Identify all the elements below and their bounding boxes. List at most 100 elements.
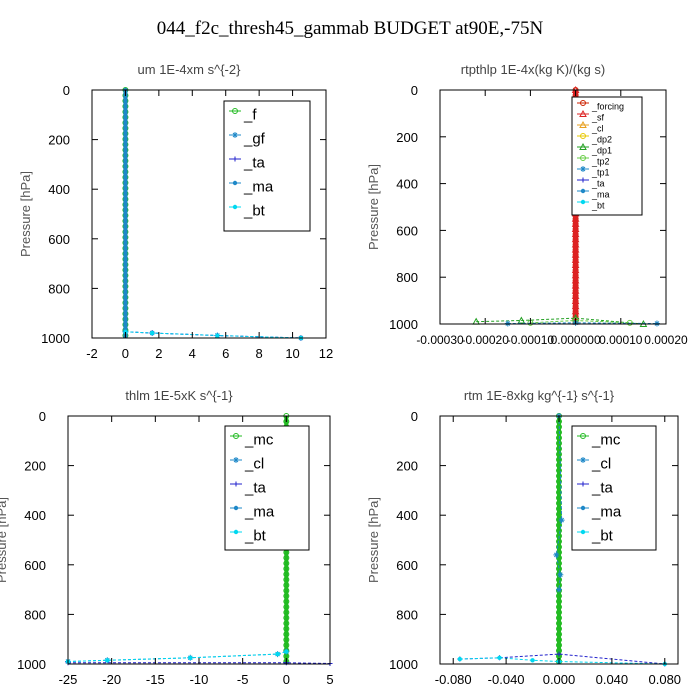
data-point [123,125,128,131]
series-bt [123,329,304,341]
legend-label: _gf [243,131,266,148]
legend-marker [233,481,239,487]
x-tick-label: 0.00010 [599,333,643,347]
y-tick-label: 400 [24,508,46,523]
x-tick-label: -0.00010 [507,333,555,347]
legend-label: _tp2 [591,157,610,167]
legend-label: _ta [591,179,605,189]
y-tick-label: 600 [48,232,70,247]
panel-title: thlm 1E-5xK s^{-1} [125,388,233,403]
y-axis-label: Pressure [hPa] [18,171,33,257]
legend-label: _bt [243,203,266,220]
data-point [123,186,128,191]
series-line [68,662,331,665]
y-tick-label: 800 [396,607,418,622]
legend-marker [580,100,586,106]
legend-item: _forcing [577,100,624,112]
chart-panel-3: thlm 1E-5xK s^{-1} Pressure [hPa] 0 200 400 6… [0,388,334,687]
legend: _forcing_sf_cl_dp2_dp1_tp2_tp1_ta_ma_bt [571,96,643,216]
y-tick-label: 800 [48,281,70,296]
series-bt [457,655,667,667]
data-point [123,300,128,305]
legend-label: _f [243,107,257,124]
x-tick-label: 0.080 [649,672,682,687]
legend-marker [580,177,586,183]
legend-item: _tp2 [577,155,610,167]
chart-panel-2: rtpthlp 1E-4x(kg K)/(kg s) Pressure [hPa]… [366,62,688,347]
y-tick-label: 800 [396,270,418,285]
data-point [557,571,564,578]
legend-marker [580,155,586,161]
data-point [123,180,128,185]
data-point [123,158,128,164]
legend-item: _ma [577,188,610,200]
legend-marker [233,529,239,535]
data-point [497,655,502,660]
y-tick-label: 600 [396,223,418,238]
plot-frame [439,89,667,325]
legend-label: _mc [591,432,621,449]
data-point [123,284,128,289]
series-mc [556,413,562,665]
data-point [123,306,128,311]
chart-panel-1: um 1E-4xm s^{-2} Pressure [hPa] 0 200 400 600… [18,62,333,361]
x-tick-label: -20 [102,672,121,687]
y-tick-label: 200 [396,459,418,474]
data-point [123,202,128,207]
x-tick-label: -0.00030 [416,333,464,347]
y-tick-label: 400 [396,177,418,192]
y-tick-label: 0 [411,409,418,424]
legend-item: _tp1 [577,166,610,178]
legend-item: _dp2 [577,133,612,145]
legend-item: _ma [577,504,622,521]
data-point [123,136,128,142]
data-point [123,115,128,120]
data-point [123,316,128,322]
y-tick-label: 200 [396,130,418,145]
legend-marker [232,156,238,162]
legend-marker [579,120,587,128]
data-point [123,267,128,273]
data-point [123,142,128,147]
x-tick-label: -0.040 [488,672,525,687]
series-line [476,317,644,325]
legend-item: _f [229,107,257,124]
series-cl [65,648,290,665]
data-point [123,329,128,334]
data-point [123,213,128,218]
legend-item: _ta [229,155,266,172]
data-point [123,295,128,300]
x-tick-label: 0 [122,346,129,361]
panel-title: rtpthlp 1E-4x(kg K)/(kg s) [461,62,606,77]
data-point [123,169,128,175]
y-tick-label: 0 [411,83,418,98]
y-tick-label: 600 [24,558,46,573]
figure-title: 044_f2c_thresh45_gammab BUDGET at90E,-75… [156,18,544,39]
x-tick-label: -0.080 [435,672,472,687]
legend-box [224,425,310,551]
series-line [459,657,665,665]
data-point [530,658,535,663]
legend-item: _bt [577,199,605,211]
x-tick-label: 0.040 [596,672,629,687]
data-point [123,322,128,327]
legend-marker [579,109,587,117]
x-tick-label: 0.000 [543,672,576,687]
y-tick-label: 200 [48,133,70,148]
data-point [123,153,128,158]
data-point [558,517,565,524]
y-tick-label: 1000 [41,331,70,346]
data-point [215,333,220,338]
data-point [275,651,280,657]
legend-label: _ma [243,179,274,196]
data-point [123,207,128,213]
y-tick-label: 1000 [17,657,46,672]
panel-title: um 1E-4xm s^{-2} [138,62,242,77]
legend-item: _sf [577,109,605,123]
data-point [123,109,128,115]
y-tick-label: 200 [24,459,46,474]
legend-item: _ma [230,504,275,521]
data-point [123,218,128,224]
legend-label: _sf [591,113,605,123]
